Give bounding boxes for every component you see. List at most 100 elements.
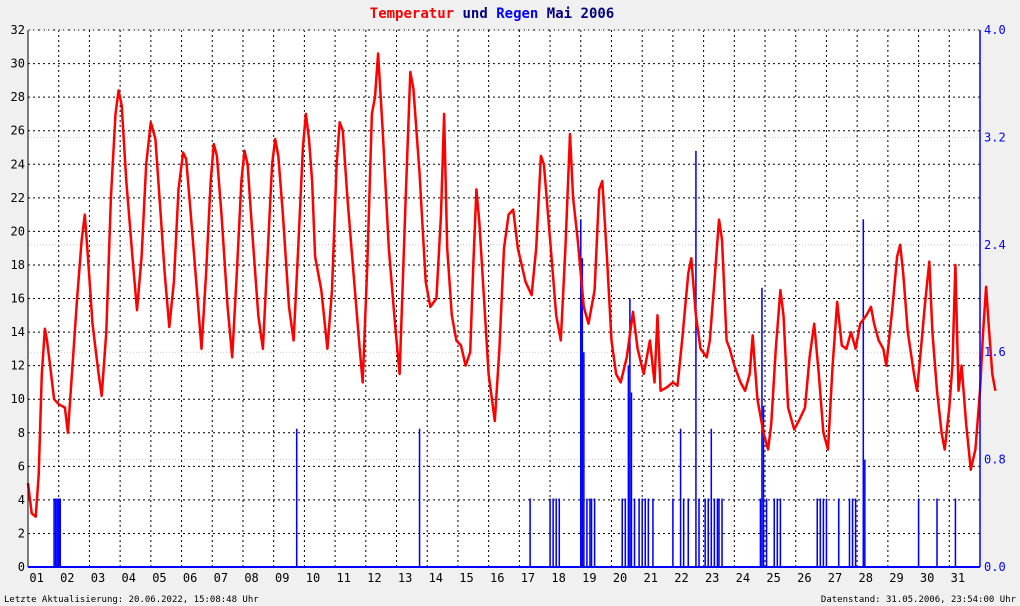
chart-title: Temperatur und Regen Mai 2006 [370, 6, 614, 22]
x-tick-label: 07 [214, 571, 228, 585]
rain-bar [638, 498, 640, 567]
x-tick-label: 25 [766, 571, 780, 585]
x-tick-label: 23 [705, 571, 719, 585]
rain-bar [624, 498, 627, 567]
x-tick-label: 26 [797, 571, 811, 585]
rain-bar [779, 498, 782, 567]
x-tick-label: 21 [644, 571, 658, 585]
rain-bar [862, 219, 865, 568]
x-tick-label: 19 [582, 571, 596, 585]
rain-bar [629, 298, 631, 567]
left-tick-label: 28 [11, 90, 25, 104]
x-tick-label: 14 [429, 571, 443, 585]
rain-bar [621, 498, 623, 567]
rain-series [53, 150, 957, 568]
rain-bar [630, 392, 633, 567]
left-tick-label: 12 [11, 359, 25, 373]
rain-bar [776, 498, 779, 567]
x-tick-label: 17 [521, 571, 535, 585]
rain-bar [936, 498, 938, 567]
x-tick-label: 06 [183, 571, 197, 585]
rain-bar [581, 258, 584, 567]
rain-bar [773, 498, 776, 567]
rain-bar [825, 498, 828, 567]
x-axis-ticks: 01 02 03 04 05 06 07 08 09 10 11 12 13 14 15 16 17 18 19 20… [29, 571, 965, 585]
footer-last-update: Letzte Aktualisierung: 20.06.2022, 15:08… [4, 595, 259, 605]
rain-bar [698, 498, 700, 567]
rain-bar [819, 498, 822, 567]
x-tick-label: 27 [828, 571, 842, 585]
rain-bar [759, 498, 762, 567]
footer-data-timestamp: Datenstand: 31.05.2006, 23:54:00 Uhr [821, 595, 1017, 605]
rain-bar [644, 498, 647, 567]
rain-bar [552, 498, 554, 567]
left-tick-label: 10 [11, 392, 25, 406]
rain-bar [53, 498, 55, 567]
rain-bar [56, 498, 58, 567]
x-tick-label: 29 [889, 571, 903, 585]
right-tick-label: 2.4 [984, 238, 1006, 252]
rain-bar [647, 498, 650, 567]
rain-bar [590, 498, 593, 567]
rain-bar [593, 498, 596, 567]
rain-bar [627, 365, 630, 567]
rain-bar [580, 219, 582, 568]
rain-bar [687, 498, 690, 567]
left-tick-label: 6 [18, 459, 25, 473]
temperature-line [26, 52, 997, 518]
x-tick-label: 10 [306, 571, 320, 585]
x-tick-label: 02 [60, 571, 74, 585]
rain-bar [652, 498, 654, 567]
left-tick-label: 16 [11, 292, 25, 306]
rain-bar [837, 498, 840, 567]
rain-bar [721, 498, 723, 567]
title-und: und [454, 6, 496, 22]
rain-bar [549, 498, 551, 567]
left-tick-label: 26 [11, 124, 25, 138]
rain-bar [57, 498, 60, 567]
rain-bar [822, 498, 825, 567]
x-tick-label: 04 [121, 571, 135, 585]
x-tick-label: 15 [459, 571, 473, 585]
left-tick-label: 4 [18, 493, 25, 507]
temperature-series [26, 52, 997, 518]
title-regen: Regen [496, 6, 538, 22]
rain-bar [672, 498, 674, 567]
axes [27, 30, 981, 568]
rain-bar [954, 498, 957, 567]
rain-bar [713, 498, 716, 567]
rain-bar [555, 498, 557, 567]
x-tick-label: 28 [859, 571, 873, 585]
x-tick-label: 01 [29, 571, 43, 585]
left-tick-label: 2 [18, 526, 25, 540]
right-tick-label: 4.0 [984, 23, 1006, 37]
rain-bar [707, 498, 709, 567]
rain-bar [762, 405, 765, 567]
rain-bar [586, 498, 588, 567]
rain-bar [718, 498, 720, 567]
left-tick-label: 0 [18, 560, 25, 574]
left-tick-label: 22 [11, 191, 25, 205]
left-tick-label: 24 [11, 157, 25, 171]
rain-bar [710, 428, 713, 567]
rain-bar [816, 498, 819, 567]
right-tick-label: 3.2 [984, 130, 1006, 144]
rain-bar [633, 498, 636, 567]
rain-bar [583, 352, 585, 567]
rain-bar [54, 498, 57, 567]
rain-bar [851, 498, 854, 567]
x-tick-label: 11 [336, 571, 350, 585]
rain-bar [641, 498, 643, 567]
rain-bar [695, 150, 697, 567]
x-tick-label: 12 [367, 571, 381, 585]
right-axis-ticks: 0.0 0.8 1.6 2.4 3.2 4.0 [984, 23, 1006, 574]
rain-bar [589, 498, 591, 567]
x-tick-label: 20 [613, 571, 627, 585]
right-tick-label: 1.6 [984, 345, 1006, 359]
rain-bar [295, 428, 298, 567]
rain-bar [529, 498, 531, 567]
x-tick-label: 13 [398, 571, 412, 585]
title-month: Mai 2006 [538, 6, 614, 22]
